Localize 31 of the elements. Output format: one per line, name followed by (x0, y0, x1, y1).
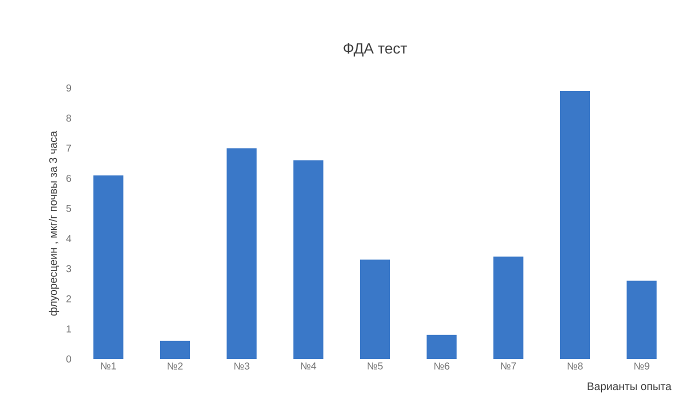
bar (626, 280, 657, 359)
x-tick-label: №1 (101, 362, 116, 370)
bar (293, 160, 324, 359)
bar (426, 334, 457, 359)
y-tick-label: 1 (66, 325, 71, 332)
bar (160, 340, 190, 359)
chart-title: ФДА тест (344, 43, 407, 56)
bar (560, 91, 590, 359)
bar (226, 148, 257, 359)
x-tick-label: №5 (368, 362, 383, 370)
x-axis-title: Варианты опыта (588, 382, 672, 392)
y-axis-title: флуоресцеин , мкг/г почвы за 3 часа (48, 130, 60, 316)
y-tick-label: 0 (66, 355, 72, 363)
x-tick-label: №2 (168, 362, 183, 370)
bar (93, 175, 124, 359)
y-tick-label: 8 (66, 114, 72, 122)
y-tick-label: 3 (66, 265, 72, 272)
y-tick-label: 5 (66, 204, 72, 212)
bar (360, 260, 390, 359)
y-tick-label: 6 (66, 174, 72, 182)
bar (493, 256, 524, 359)
x-tick-label: №3 (234, 362, 250, 370)
y-tick-label: 7 (66, 144, 71, 152)
y-tick-label: 4 (66, 235, 72, 242)
y-tick-label: 2 (66, 295, 71, 302)
y-tick-label: 9 (66, 84, 72, 92)
x-tick-label: №8 (568, 362, 583, 370)
x-tick-label: №4 (301, 362, 316, 370)
x-tick-label: №7 (501, 362, 516, 370)
x-tick-label: №9 (634, 362, 650, 370)
x-tick-label: №6 (434, 362, 450, 370)
